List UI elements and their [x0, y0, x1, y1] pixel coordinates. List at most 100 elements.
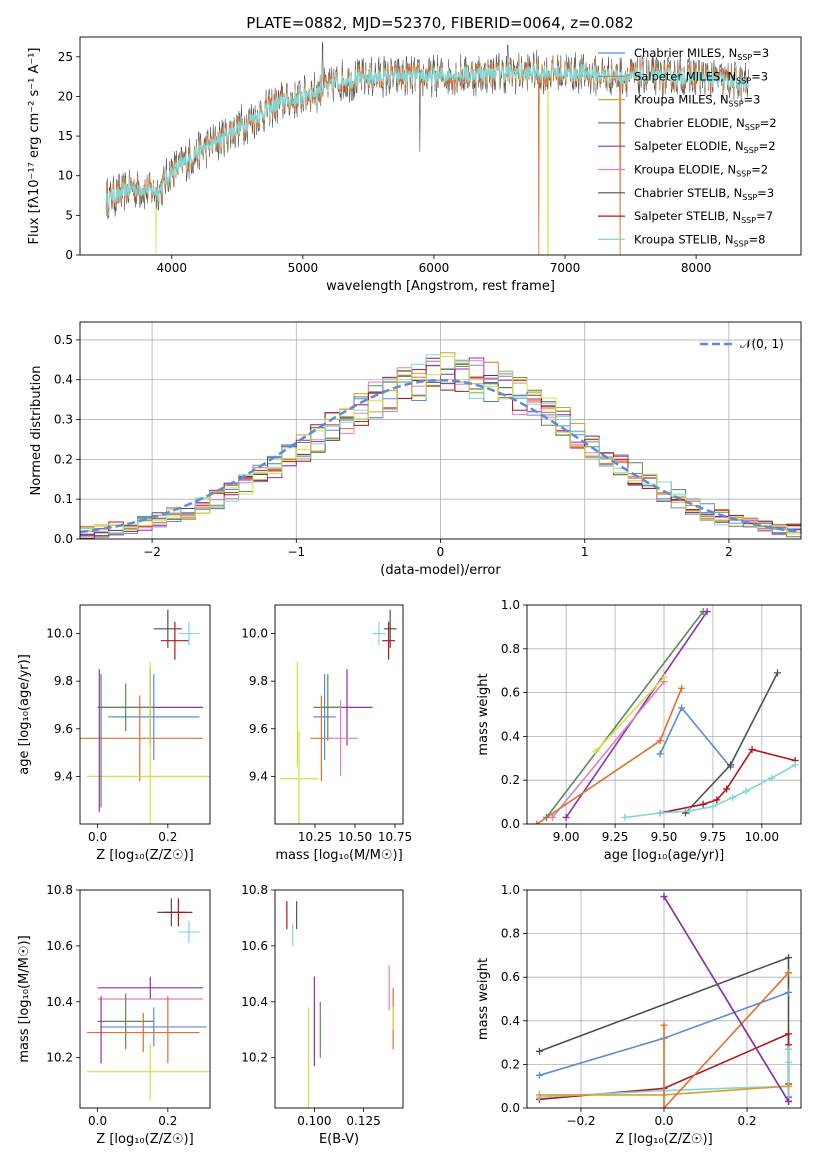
y-tick-label: 0.5: [54, 333, 73, 347]
series-marker: [562, 813, 570, 821]
series-line: [659, 748, 796, 814]
y-tick-label: 9.4: [54, 769, 73, 783]
y-tick-label: 0.0: [501, 817, 520, 831]
y-tick-label: 9.8: [54, 674, 73, 688]
axes-frame-massweight_vs_age: [526, 604, 802, 825]
x-tick-label: 4000: [156, 261, 187, 275]
y-tick-label: 9.8: [249, 674, 268, 688]
y-tick-label: 0.1: [54, 492, 73, 506]
x-axis-label: Z [log₁₀(Z/Z☉)]: [96, 848, 193, 863]
x-tick-label: 0.2: [158, 1114, 177, 1128]
series-marker: [713, 796, 721, 804]
x-axis-label: (data-model)/error: [380, 563, 501, 578]
y-tick-label: 0.4: [54, 373, 73, 387]
legend-entry: Chabrier MILES, NSSP=3: [634, 46, 769, 62]
series-marker: [678, 684, 686, 692]
series-line: [624, 764, 796, 819]
legend-entry: Kroupa STELIB, NSSP=8: [634, 232, 765, 248]
axes-frame-massweight_vs_Z: [526, 889, 802, 1109]
series-marker: [535, 1071, 543, 1079]
axes-frame-age_vs_Z: [79, 604, 211, 825]
plot-area-residuals: [80, 322, 801, 539]
x-tick-label: 6000: [419, 261, 450, 275]
y-tick-label: 10.6: [46, 939, 73, 953]
x-axis-label: age [log₁₀(age/yr)]: [604, 848, 725, 863]
x-tick-label: −0.2: [566, 1114, 595, 1128]
y-axis-label: Flux [fλ10⁻¹⁷ erg cm⁻² s⁻¹ A⁻¹]: [27, 48, 42, 245]
x-tick-label: 10.00: [745, 830, 779, 844]
y-axis-label: age [log₁₀(age/yr)]: [17, 654, 32, 775]
y-tick-label: 10.8: [46, 883, 73, 897]
series-marker: [660, 1104, 668, 1108]
series-marker: [723, 785, 731, 793]
series-marker: [742, 787, 750, 795]
series-marker: [656, 737, 664, 745]
x-tick-label: 9.25: [602, 830, 629, 844]
series-marker: [785, 988, 793, 996]
x-tick-label: 0.2: [737, 1114, 756, 1128]
series-marker: [548, 813, 556, 821]
plot-area-mass_vs_Z: [87, 898, 210, 1100]
series-marker: [785, 1097, 793, 1105]
plot-area-age_vs_Z: [80, 609, 210, 824]
x-tick-label: −2: [143, 545, 161, 559]
plot-layer: 4000 5000 6000 7000 80000510152025wavelength…: [17, 36, 802, 1147]
y-tick-label: 10: [58, 169, 73, 183]
x-tick-label: 0.125: [346, 1114, 380, 1128]
y-tick-label: 1.0: [501, 883, 520, 897]
axes-frame-spectrum: [79, 36, 802, 256]
series-marker: [656, 809, 664, 817]
y-tick-label: 10.4: [241, 995, 268, 1009]
y-axis-label: mass weight: [476, 958, 491, 1040]
y-tick-label: 0.8: [501, 642, 520, 656]
x-tick-label: 9.00: [553, 830, 580, 844]
y-tick-label: 10.4: [46, 995, 73, 1009]
series-marker: [592, 748, 599, 756]
series-marker: [678, 704, 686, 712]
histogram-step: [80, 355, 801, 535]
spectrum-line: [105, 63, 750, 208]
y-tick-label: 0: [65, 248, 73, 262]
series-marker: [785, 1058, 793, 1066]
x-tick-label: 0.0: [654, 1114, 673, 1128]
series-marker: [699, 800, 707, 808]
series-marker: [774, 669, 782, 677]
axes-frame-residuals: [79, 321, 802, 540]
y-tick-label: 25: [58, 50, 73, 64]
plot-area-spectrum: [105, 42, 750, 255]
x-tick-label: 0: [437, 545, 445, 559]
x-tick-label: 10.25: [298, 830, 332, 844]
x-axis-label: mass [log₁₀(M/M☉)]: [275, 848, 402, 863]
series-line: [594, 676, 665, 753]
series-marker: [748, 746, 756, 754]
series-marker: [703, 608, 711, 616]
y-tick-label: 9.6: [249, 722, 268, 736]
y-tick-label: 20: [58, 89, 73, 103]
x-tick-label: 8000: [681, 261, 712, 275]
series-marker: [768, 774, 776, 782]
legend-entry: Kroupa ELODIE, NSSP=2: [634, 163, 768, 179]
x-axis-label: Z [log₁₀(Z/Z☉)]: [615, 1132, 712, 1147]
figure-title: PLATE=0882, MJD=52370, FIBERID=0064, z=0…: [246, 14, 633, 32]
y-tick-label: 0.6: [501, 970, 520, 984]
series-line: [663, 896, 790, 1102]
y-tick-label: 10.2: [241, 1051, 268, 1065]
series-marker: [656, 750, 664, 758]
y-tick-label: 0.2: [501, 1057, 520, 1071]
series-marker: [535, 1091, 543, 1099]
x-tick-label: −1: [287, 545, 305, 559]
y-tick-label: 0.0: [54, 532, 73, 546]
x-tick-label: 0.100: [297, 1114, 331, 1128]
axes-frame-mass_vs_ebv: [274, 889, 404, 1109]
legend-entry: Salpeter STELIB, NSSP=7: [634, 209, 773, 225]
series-line: [663, 972, 790, 1108]
y-tick-label: 10.0: [241, 627, 268, 641]
y-axis-label: mass weight: [476, 673, 491, 755]
y-axis-label: Normed distribution: [29, 366, 44, 496]
plot-area-massweight_vs_age: [527, 605, 801, 824]
x-tick-label: 7000: [550, 261, 581, 275]
series-marker: [660, 1021, 668, 1029]
series-marker: [785, 1082, 793, 1090]
series-marker: [729, 794, 736, 802]
